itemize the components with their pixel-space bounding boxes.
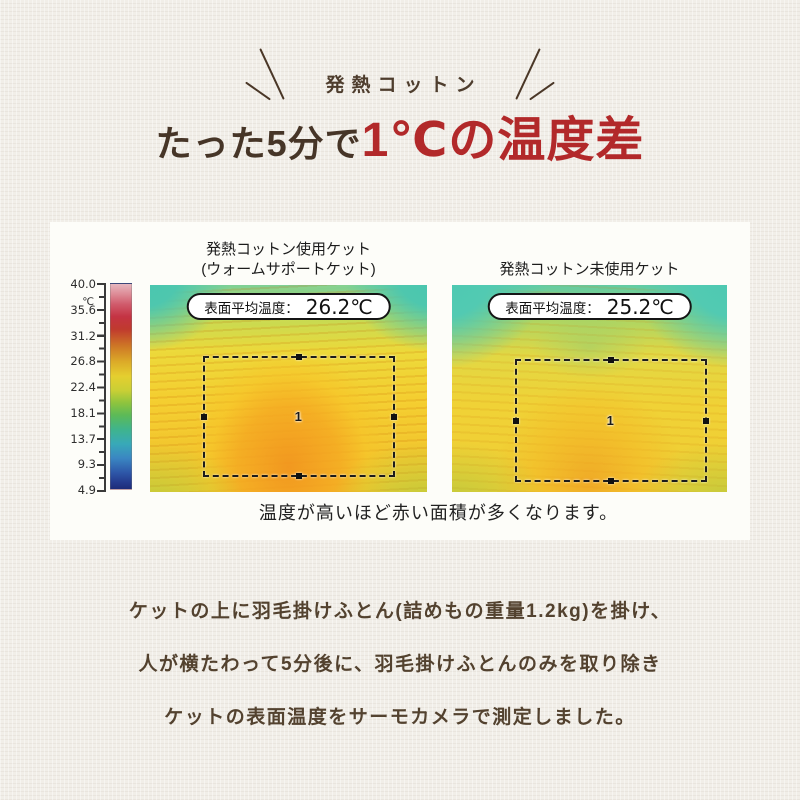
temperature-scale: 40.0 35.6 31.2 26.8 22.4 18.1 13.7 9.3 4… [60, 277, 182, 497]
roi-marker [608, 357, 614, 363]
panel-caption: 温度が高いほど赤い面積が多くなります。 [258, 503, 619, 523]
title-accent-part: 1℃の温度差 [361, 114, 645, 167]
comparison-panel: 発熱コットン使用ケット (ウォームサポートケット) 発熱コットン未使用ケット 4… [50, 222, 750, 540]
avg-temp-pill-right: 表面平均温度： 25.2℃ [487, 293, 692, 320]
avg-temp-label-left: 表面平均温度： [204, 300, 299, 316]
avg-temp-label-right: 表面平均温度： [505, 300, 600, 316]
roi-marker [703, 417, 709, 424]
avg-temp-pill-left: 表面平均温度： 26.2℃ [186, 293, 391, 320]
scale-tick-label: 40.0 [70, 277, 96, 291]
roi-marker [201, 413, 207, 420]
measurement-description: ケットの上に羽毛掛けふとん(詰めもの重量1.2kg)を掛け、 人が横たわって5分… [0, 596, 800, 755]
scale-unit-label: ℃ [82, 296, 94, 308]
roi-number-left: 1 [294, 408, 302, 424]
label-with-cotton: 発熱コットン使用ケット (ウォームサポートケット) [150, 232, 427, 280]
label-with-cotton-line2: (ウォームサポートケット) [201, 261, 376, 279]
measurement-region-left: 1 [201, 354, 397, 479]
scale-tick-label: 22.4 [70, 380, 96, 394]
roi-marker [513, 417, 519, 424]
temperature-colorbar [110, 283, 132, 490]
avg-temp-value-left: 26.2℃ [305, 294, 373, 319]
scale-tick-label: 4.9 [77, 483, 96, 497]
page-title: たった5分で 1℃の温度差 [0, 100, 800, 170]
roi-marker [391, 413, 397, 420]
description-line: ケットの表面温度をサーモカメラで測定しました。 [164, 707, 636, 728]
avg-temp-value-right: 25.2℃ [606, 294, 674, 319]
scale-ruler [97, 283, 106, 492]
label-without-cotton: 発熱コットン未使用ケット [452, 232, 727, 280]
scale-tick-label: 9.3 [77, 457, 96, 471]
roi-marker [296, 354, 302, 360]
scale-tick-label: 31.2 [70, 329, 96, 343]
measurement-region-right: 1 [513, 357, 709, 484]
description-line: ケットの上に羽毛掛けふとん(詰めもの重量1.2kg)を掛け、 [128, 601, 672, 622]
roi-marker [608, 478, 614, 484]
title-normal-part: たった5分で [155, 123, 362, 164]
label-without-cotton-line1: 発熱コットン未使用ケット [499, 261, 680, 279]
scale-tick-label: 13.7 [70, 432, 96, 446]
scale-tick-label: 18.1 [70, 406, 96, 420]
roi-marker [296, 473, 302, 479]
thermal-image-with-cotton: 表面平均温度： 26.2℃ 1 [150, 285, 427, 492]
label-with-cotton-line1: 発熱コットン使用ケット [205, 241, 371, 259]
scale-tick-label: 35.6 [70, 303, 96, 317]
description-line: 人が横たわって5分後に、羽毛掛けふとんのみを取り除き [138, 654, 662, 675]
thermal-image-without-cotton: 表面平均温度： 25.2℃ 1 [452, 285, 727, 492]
scale-tick-label: 26.8 [70, 354, 96, 368]
roi-number-right: 1 [606, 412, 614, 428]
eyebrow-label: 発熱コットン [325, 75, 482, 96]
